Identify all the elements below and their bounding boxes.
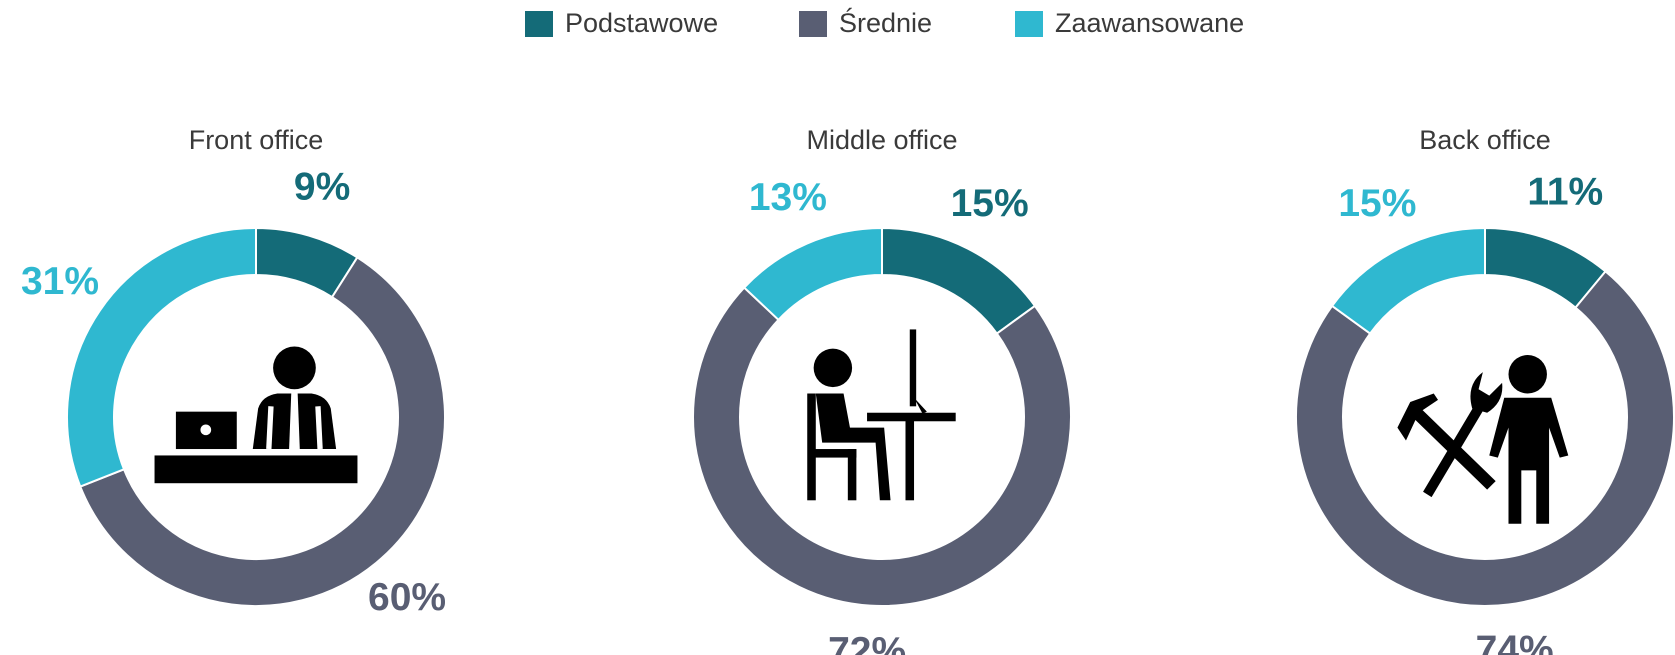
chart-title: Middle office [806,125,957,155]
value-label: 31% [21,260,99,303]
legend-swatch [525,11,553,37]
value-label: 15% [951,182,1029,225]
value-label: 15% [1338,182,1416,225]
middle-office-icon [807,329,956,501]
legend-label: Podstawowe [565,8,718,38]
legend-label: Zaawansowane [1055,8,1244,38]
donut-segment [742,226,883,322]
donut-segment [692,286,1072,607]
chart-title: Front office [189,125,324,155]
value-label: 11% [1527,170,1603,213]
front-office-icon [154,346,358,484]
value-label: 60% [368,576,446,619]
legend-label: Średnie [839,6,932,38]
chart-title: Back office [1419,125,1551,155]
value-label: 13% [749,176,827,219]
donut-segment [881,226,1037,335]
back-office-icon [1397,355,1569,524]
legend-swatch [799,11,827,37]
donut-segment [1330,226,1486,335]
icons [154,329,1569,524]
donut-segment [78,256,446,607]
legend-swatch [1015,11,1043,37]
value-label: 74% [1476,628,1554,655]
donut-segment [1295,269,1675,607]
donut-segment [66,226,257,488]
value-label: 72% [828,630,906,655]
value-label: 9% [294,166,350,209]
